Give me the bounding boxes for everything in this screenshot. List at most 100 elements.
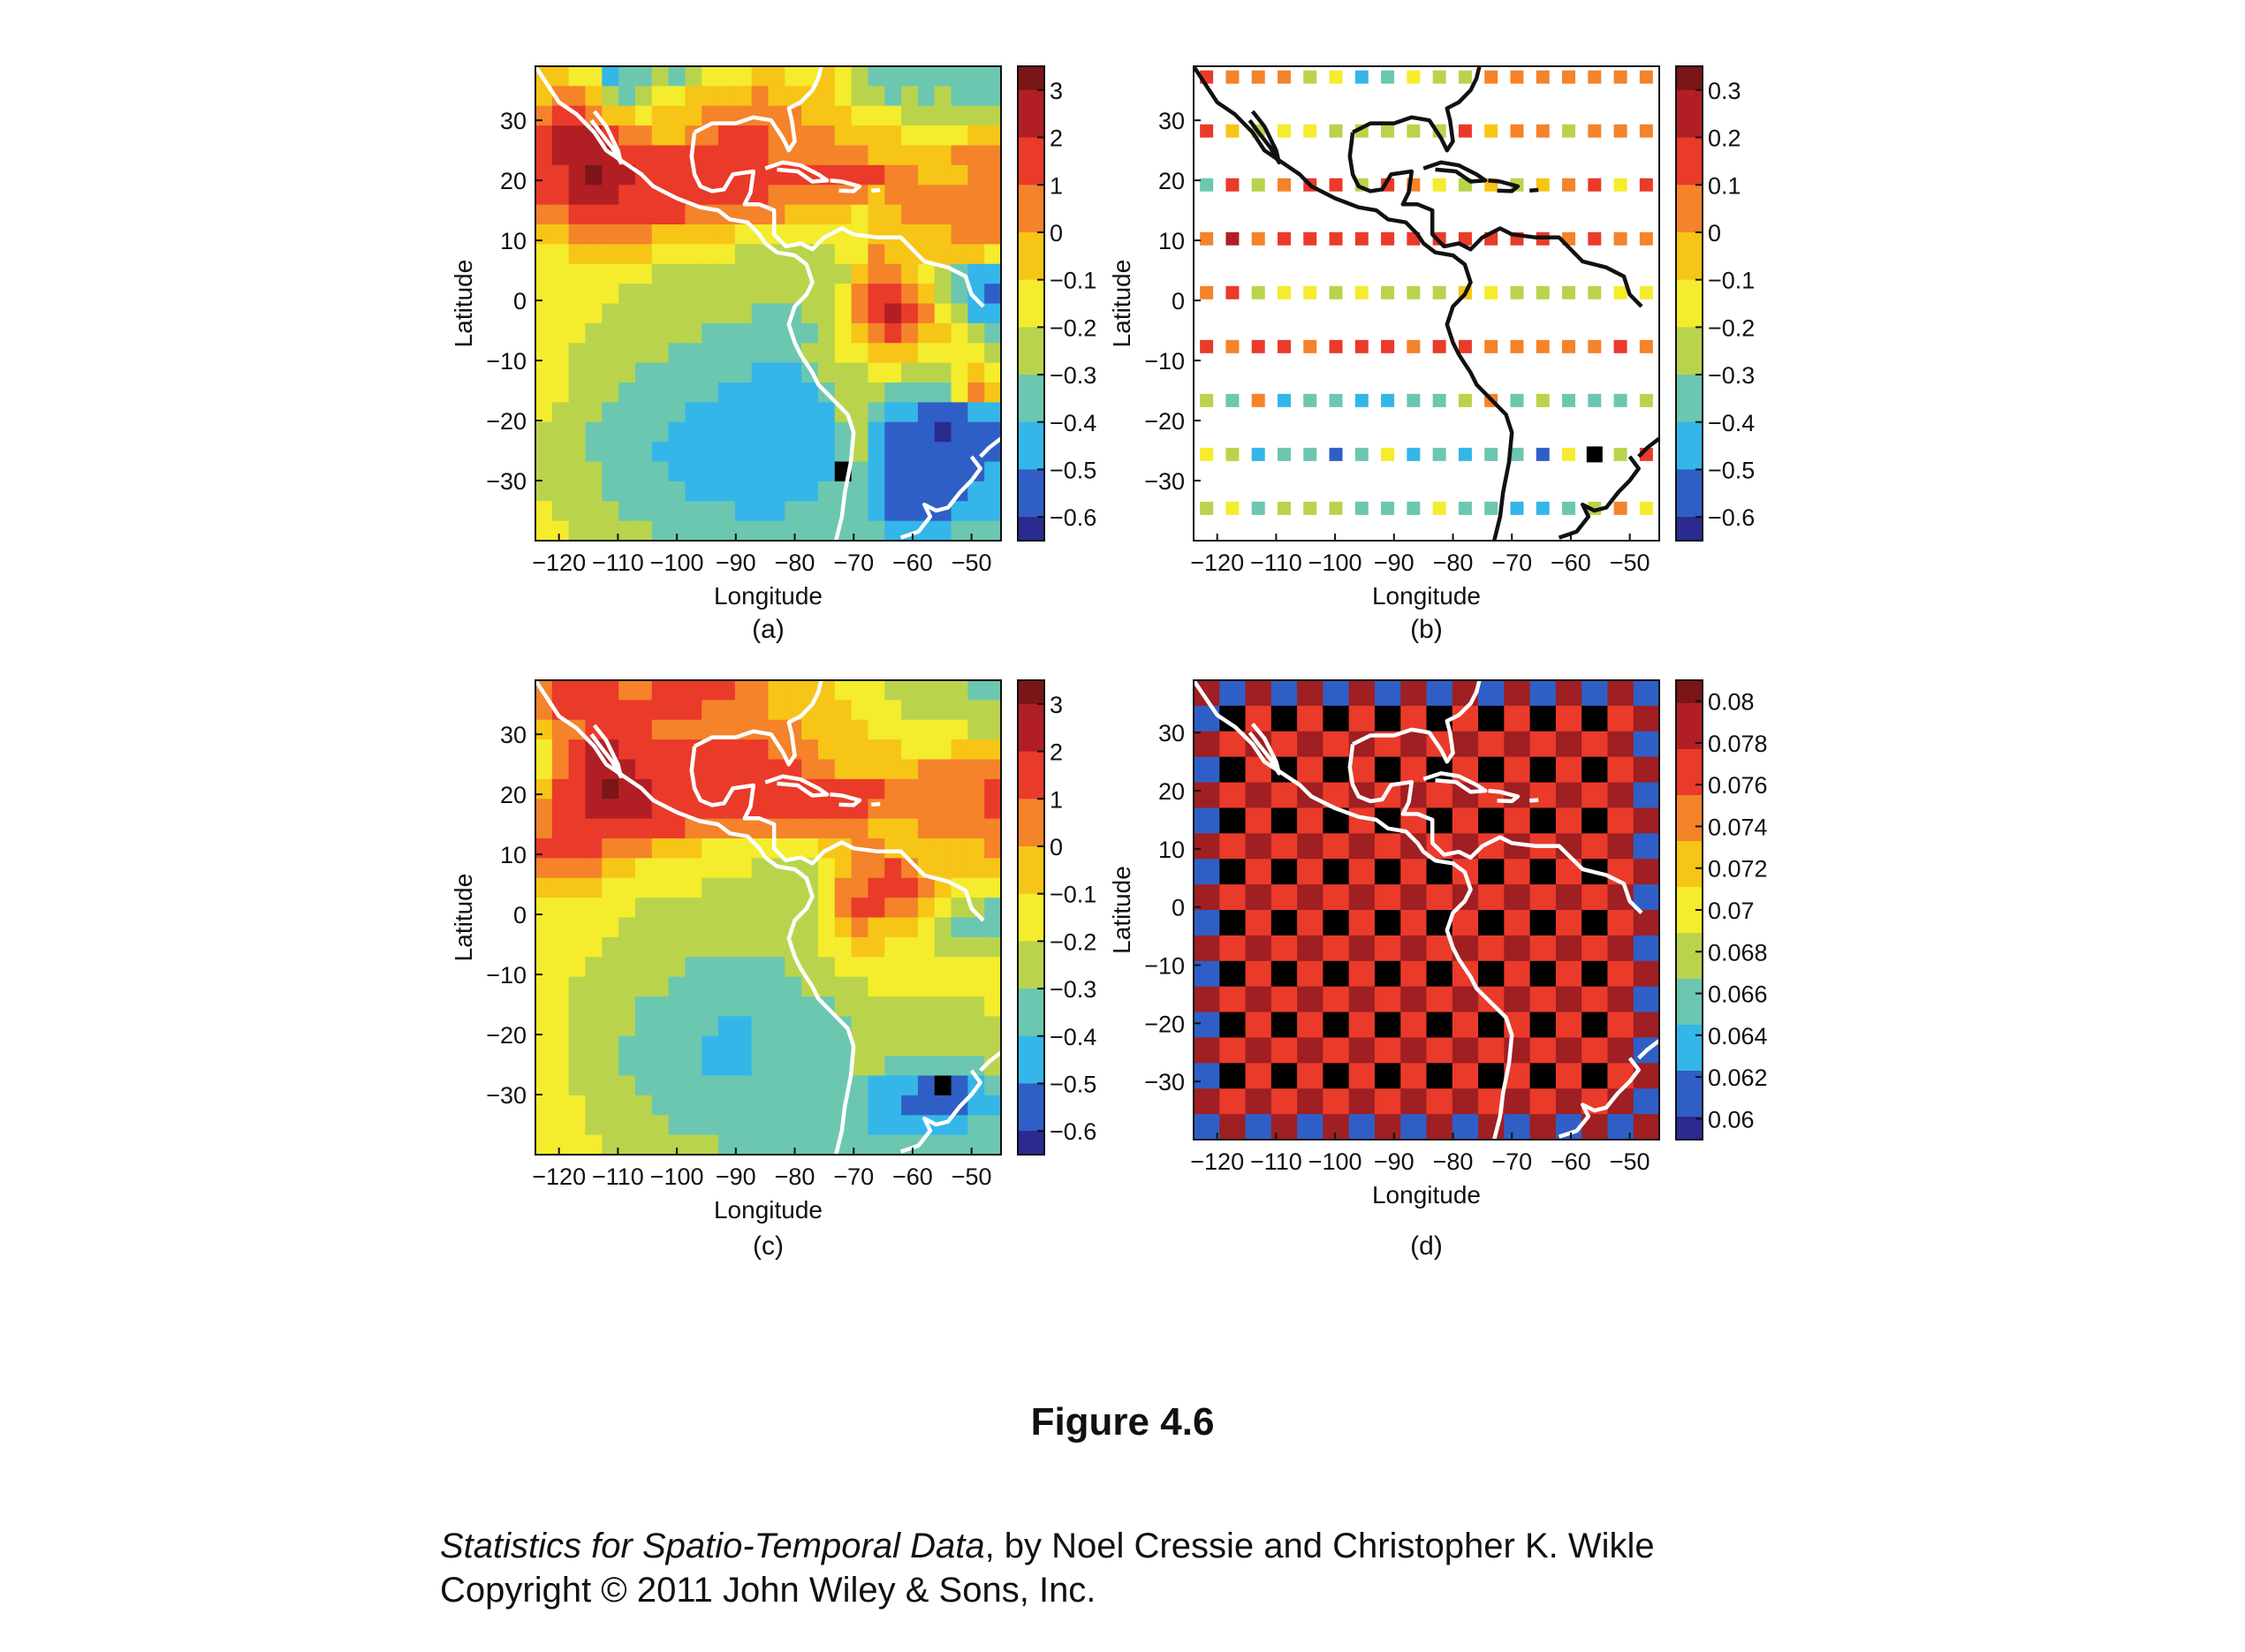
- heatmap-cell: [917, 1056, 936, 1077]
- heatmap-cell: [868, 343, 885, 364]
- heatmap-cell: [568, 1016, 587, 1037]
- heatmap-cell: [801, 66, 819, 87]
- heatmap-cell: [1478, 680, 1505, 707]
- colorbar-tick-label: −0.3: [1708, 362, 1755, 389]
- coastline-path: [694, 680, 823, 767]
- heatmap-cell: [851, 145, 869, 166]
- heatmap-cell: [984, 185, 1001, 206]
- heatmap-cell: [1581, 910, 1609, 936]
- heatmap-cell: [535, 936, 553, 958]
- heatmap-cell: [967, 421, 985, 443]
- heatmap-cell: [1633, 705, 1659, 732]
- heatmap-cell: [768, 1056, 785, 1077]
- colorbar-tick-label: −0.6: [1050, 504, 1096, 531]
- heatmap-cell: [951, 739, 968, 761]
- heatmap-cell: [801, 442, 819, 463]
- heatmap-cell: [1277, 393, 1291, 407]
- heatmap-cell: [718, 362, 736, 383]
- heatmap-cell: [801, 799, 819, 820]
- coastline-path: [830, 792, 862, 807]
- heatmap-cell: [851, 1056, 869, 1077]
- heatmap-cell: [1613, 231, 1627, 246]
- heatmap-cell: [951, 778, 968, 799]
- heatmap-cell: [1588, 178, 1602, 192]
- colorbar-band: [1676, 481, 1703, 494]
- heatmap-cell: [768, 185, 785, 206]
- colorbar-band: [1018, 220, 1044, 233]
- heatmap-cell: [884, 1134, 902, 1155]
- heatmap-cell: [551, 799, 570, 820]
- colorbar-band: [1676, 125, 1703, 139]
- heatmap-cell: [668, 1056, 686, 1077]
- heatmap-cell: [1374, 859, 1401, 885]
- colorbar-band: [1676, 78, 1703, 91]
- colorbar-band: [1018, 445, 1044, 458]
- heatmap-cell: [1536, 70, 1550, 84]
- heatmap-cell: [1510, 124, 1524, 138]
- heatmap-cell: [984, 997, 1001, 1017]
- heatmap-cell: [551, 957, 570, 978]
- heatmap-cell: [734, 778, 753, 799]
- heatmap-cell: [718, 86, 736, 107]
- colorbar-band: [1676, 749, 1703, 762]
- heatmap-cell: [1633, 1088, 1659, 1115]
- heatmap-cell: [751, 501, 770, 522]
- heatmap-cell: [1529, 1012, 1557, 1039]
- heatmap-cell: [602, 284, 619, 305]
- heatmap-cell: [1586, 446, 1603, 463]
- heatmap-cell: [1633, 756, 1659, 784]
- heatmap-cell: [884, 877, 902, 898]
- heatmap-cell: [734, 402, 753, 423]
- heatmap-cell: [618, 877, 636, 898]
- heatmap-cell: [551, 204, 570, 225]
- heatmap-cell: [634, 1134, 653, 1155]
- heatmap-cell: [535, 383, 553, 403]
- heatmap-cell: [834, 185, 853, 206]
- heatmap-cell: [751, 1115, 770, 1136]
- heatmap-cell: [1303, 285, 1317, 299]
- coastline-path: [694, 66, 823, 153]
- heatmap-cell: [785, 997, 802, 1017]
- heatmap-cell: [585, 303, 603, 324]
- colorbar-band: [1676, 910, 1703, 922]
- heatmap-cell: [801, 1095, 819, 1116]
- caption-copyright: Copyright © 2011 John Wiley & Sons, Inc.: [440, 1571, 1096, 1610]
- colorbar-band: [1676, 410, 1703, 423]
- colorbar-band: [1676, 469, 1703, 482]
- heatmap-cell: [1245, 986, 1272, 1013]
- heatmap-cell: [651, 322, 670, 344]
- heatmap-cell: [585, 838, 603, 859]
- heatmap-cell: [951, 1035, 968, 1057]
- heatmap-cell: [634, 1095, 653, 1116]
- heatmap-cell: [1348, 1012, 1376, 1039]
- heatmap-cell: [1555, 910, 1582, 936]
- heatmap-cell: [634, 739, 653, 761]
- heatmap-cell: [751, 362, 770, 383]
- heatmap-cell: [634, 343, 653, 364]
- y-tick-label: 10: [1158, 228, 1185, 254]
- heatmap-cell: [535, 759, 553, 780]
- heatmap-cell: [585, 284, 603, 305]
- heatmap-cell: [901, 303, 919, 324]
- heatmap-cell: [751, 461, 770, 482]
- heatmap-cell: [868, 204, 885, 225]
- heatmap-cell: [768, 362, 785, 383]
- heatmap-cell: [685, 957, 702, 978]
- heatmap-cell: [801, 322, 819, 344]
- heatmap-cell: [1270, 705, 1298, 732]
- heatmap-cell: [1432, 339, 1446, 353]
- heatmap-cell: [568, 481, 587, 502]
- heatmap-cell: [1323, 859, 1350, 885]
- heatmap-cell: [917, 362, 936, 383]
- heatmap-cell: [734, 461, 753, 482]
- heatmap-cell: [618, 1016, 636, 1037]
- heatmap-cell: [568, 322, 587, 344]
- heatmap-cell: [551, 818, 570, 839]
- heatmap-cell: [1245, 1037, 1272, 1064]
- heatmap-cell: [668, 739, 686, 761]
- y-tick-label: 0: [1172, 895, 1185, 921]
- heatmap-cell: [651, 66, 670, 87]
- heatmap-cell: [917, 461, 936, 482]
- heatmap-cell: [1374, 1012, 1401, 1039]
- heatmap-cell: [535, 976, 553, 997]
